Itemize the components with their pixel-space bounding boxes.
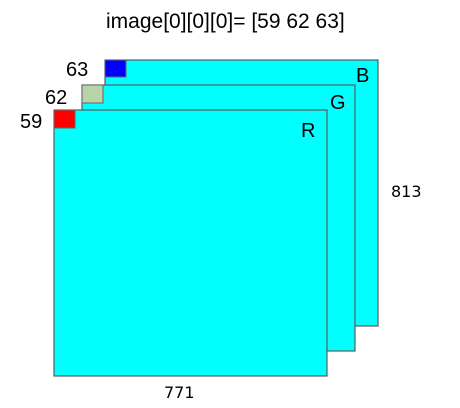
width-label: 771 [164,383,195,402]
channel-label-b: B [356,65,369,87]
value-r: 59 [20,111,42,133]
channel-label-g: G [330,92,346,114]
pixel-r [53,109,76,129]
height-label: 813 [391,182,422,201]
pixel-g [81,84,104,104]
diagram-title: image[0][0][0]= [59 62 63] [106,10,345,33]
channel-plane-r: 59 R [20,109,328,377]
channel-label-r: R [301,120,315,142]
value-g: 62 [45,87,67,109]
value-b: 63 [66,59,88,81]
pixel-b [104,59,127,78]
plane-r [53,109,328,377]
